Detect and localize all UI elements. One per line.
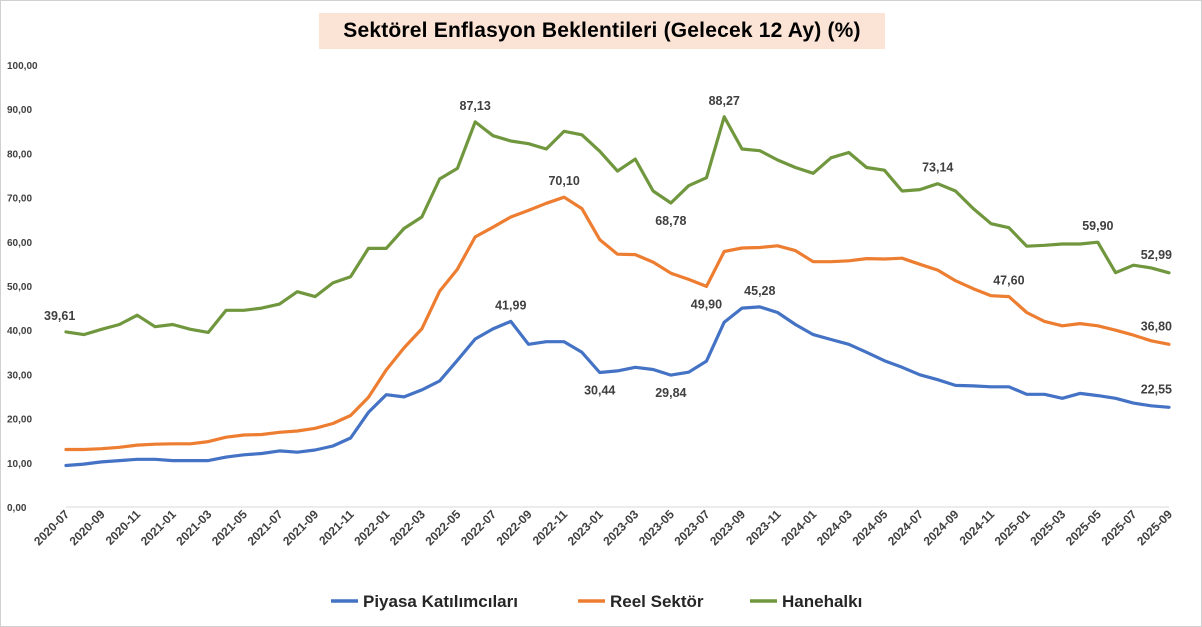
data-label: 52,99 [1141, 248, 1172, 262]
x-tick-label: 2020-07 [31, 507, 72, 548]
data-label: 22,55 [1141, 382, 1172, 396]
x-tick-label: 2021-03 [173, 507, 214, 548]
data-label: 45,28 [744, 284, 775, 298]
x-tick-label: 2024-01 [778, 507, 819, 548]
data-label: 29,84 [655, 386, 686, 400]
x-tick-label: 2021-05 [209, 507, 250, 548]
data-label: 41,99 [495, 298, 526, 312]
x-tick-label: 2025-05 [1063, 507, 1104, 548]
y-tick-label: 40,00 [7, 326, 32, 337]
data-label: 68,78 [655, 214, 686, 228]
x-tick-label: 2025-07 [1098, 507, 1139, 548]
chart-title-box: Sektörel Enflasyon Beklentileri (Gelecek… [319, 13, 885, 49]
x-tick-label: 2020-11 [103, 507, 144, 548]
x-tick-label: 2024-07 [885, 507, 926, 548]
x-tick-label: 2023-11 [743, 507, 784, 548]
y-tick-label: 0,00 [7, 503, 27, 514]
y-tick-label: 60,00 [7, 238, 32, 249]
x-tick-label: 2021-09 [280, 507, 321, 548]
x-tick-label: 2021-11 [316, 507, 357, 548]
x-tick-label: 2024-03 [814, 507, 855, 548]
series-line-1 [64, 195, 1171, 452]
legend: Piyasa Katılımcıları Reel Sektör Hanehalkı [331, 592, 862, 611]
y-tick-label: 30,00 [7, 370, 32, 381]
x-tick-label: 2025-09 [1134, 507, 1175, 548]
x-tick-label: 2023-07 [672, 507, 713, 548]
y-tick-label: 90,00 [7, 105, 32, 116]
x-tick-label: 2022-09 [494, 507, 535, 548]
series-lines [64, 115, 1171, 468]
x-tick-label: 2024-09 [921, 507, 962, 548]
chart-title: Sektörel Enflasyon Beklentileri (Gelecek… [343, 19, 861, 42]
y-tick-label: 20,00 [7, 415, 32, 426]
y-axis: 0,00 10,00 20,00 30,00 40,00 50,00 60,00 70,00 8… [7, 61, 38, 514]
legend-label-0: Piyasa Katılımcıları [363, 592, 518, 611]
data-label: 30,44 [584, 383, 615, 397]
x-tick-label: 2025-01 [992, 507, 1033, 548]
legend-label-2: Hanehalkı [782, 592, 862, 611]
y-tick-label: 70,00 [7, 194, 32, 205]
x-axis: 2020-072020-092020-112021-012021-032021-… [31, 506, 1175, 548]
x-tick-label: 2021-01 [138, 507, 179, 548]
x-tick-label: 2024-05 [849, 507, 890, 548]
x-tick-label: 2022-11 [530, 507, 571, 548]
series-line-0 [64, 305, 1171, 468]
data-label: 49,90 [691, 297, 722, 311]
x-tick-label: 2022-07 [458, 507, 499, 548]
data-label: 70,10 [548, 174, 579, 188]
data-label: 36,80 [1141, 319, 1172, 333]
x-tick-label: 2023-09 [707, 507, 748, 548]
x-tick-label: 2023-05 [636, 507, 677, 548]
data-label: 88,27 [709, 94, 740, 108]
y-tick-label: 100,00 [7, 61, 38, 72]
y-tick-label: 10,00 [7, 459, 32, 470]
data-label: 73,14 [922, 161, 953, 175]
x-tick-label: 2022-03 [387, 507, 428, 548]
data-label: 47,60 [993, 274, 1024, 288]
data-label: 39,61 [44, 309, 75, 323]
x-tick-label: 2022-05 [422, 507, 463, 548]
x-tick-label: 2023-01 [565, 507, 606, 548]
x-tick-label: 2024-11 [957, 507, 998, 548]
data-label: 59,90 [1082, 219, 1113, 233]
y-tick-label: 50,00 [7, 282, 32, 293]
data-label: 87,13 [460, 99, 491, 113]
series-line-2 [64, 115, 1171, 337]
x-tick-label: 2020-09 [67, 507, 108, 548]
x-tick-label: 2023-03 [600, 507, 641, 548]
data-labels: 41,99 30,44 29,84 45,28 22,55 70,10 49,90 47,60… [44, 94, 1172, 400]
legend-label-1: Reel Sektör [610, 592, 704, 611]
x-tick-label: 2021-07 [245, 507, 286, 548]
y-tick-label: 80,00 [7, 149, 32, 160]
x-tick-label: 2025-03 [1027, 507, 1068, 548]
x-tick-label: 2022-01 [351, 507, 392, 548]
